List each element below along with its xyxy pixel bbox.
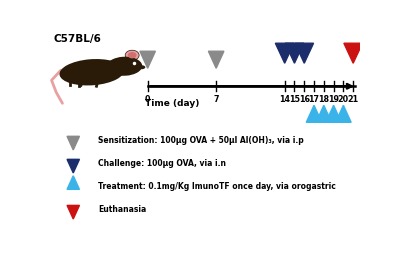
Ellipse shape: [128, 52, 136, 58]
Polygon shape: [67, 159, 80, 173]
Polygon shape: [316, 105, 332, 122]
Text: Treatment: 0.1mg/Kg ImunoTF once day, via orogastric: Treatment: 0.1mg/Kg ImunoTF once day, vi…: [98, 182, 336, 191]
Polygon shape: [67, 136, 80, 150]
Polygon shape: [140, 51, 155, 68]
Text: 14: 14: [279, 95, 290, 104]
Polygon shape: [67, 205, 80, 219]
Polygon shape: [67, 176, 80, 189]
Polygon shape: [275, 43, 294, 63]
Text: Time (day): Time (day): [144, 99, 199, 108]
Text: Sensitization: 100μg OVA + 50μl Al(OH)₃, via i.p: Sensitization: 100μg OVA + 50μl Al(OH)₃,…: [98, 136, 304, 145]
Text: 17: 17: [308, 95, 320, 104]
Text: 18: 18: [318, 95, 329, 104]
Text: Challenge: 100μg OVA, via i.n: Challenge: 100μg OVA, via i.n: [98, 159, 226, 168]
Polygon shape: [344, 43, 362, 63]
Polygon shape: [336, 105, 351, 122]
Text: 21: 21: [348, 95, 359, 104]
Text: 19: 19: [328, 95, 339, 104]
Ellipse shape: [125, 50, 139, 60]
Polygon shape: [285, 43, 304, 63]
Text: C57BL/6: C57BL/6: [53, 34, 101, 44]
Text: 0: 0: [145, 95, 150, 104]
Polygon shape: [306, 105, 322, 122]
Text: 16: 16: [299, 95, 310, 104]
Ellipse shape: [106, 57, 142, 76]
Ellipse shape: [138, 65, 145, 69]
Text: Euthanasia: Euthanasia: [98, 205, 146, 214]
Polygon shape: [208, 51, 224, 68]
Text: 20: 20: [338, 95, 349, 104]
Polygon shape: [326, 105, 341, 122]
Text: 15: 15: [289, 95, 300, 104]
Ellipse shape: [60, 59, 124, 86]
Polygon shape: [295, 43, 314, 63]
Text: 7: 7: [214, 95, 219, 104]
